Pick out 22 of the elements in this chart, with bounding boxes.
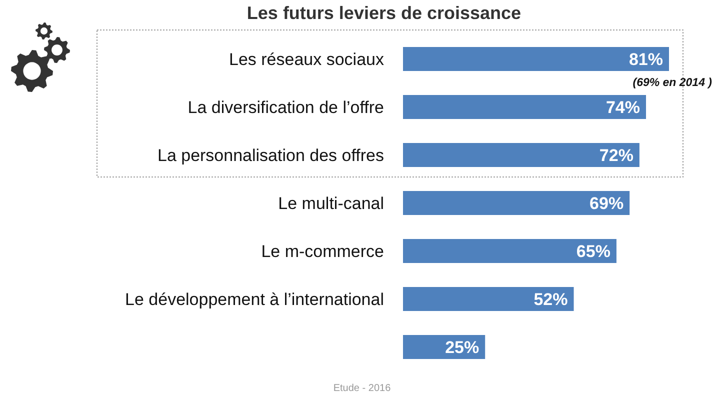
annotation: (69% en 2014 ) <box>632 77 712 89</box>
text: Etude - 2016 <box>333 383 392 394</box>
bar <box>403 47 669 71</box>
data-label: 65% <box>576 242 610 262</box>
data-label: 81% <box>628 50 663 70</box>
y-tick-label: Le développement à l’international <box>125 290 384 309</box>
data-label: 69% <box>590 194 624 214</box>
data-label: 25% <box>445 338 480 358</box>
chart-title: Les futurs leviers de croissance <box>246 3 522 23</box>
bar <box>403 95 646 119</box>
y-tick-label: Le m-commerce <box>261 242 384 261</box>
y-tick-label: Le multi-canal <box>278 194 384 213</box>
bar <box>403 287 574 311</box>
bar <box>403 143 640 167</box>
y-tick-label: Les réseaux sociaux <box>229 50 384 69</box>
data-label: 52% <box>534 290 568 310</box>
bar <box>403 239 616 263</box>
y-tick-label: La diversification de l’offre <box>188 98 384 117</box>
data-label: 72% <box>599 146 634 166</box>
y-tick-label: La personnalisation des offres <box>157 146 384 165</box>
data-label: 74% <box>606 98 640 118</box>
bar <box>403 191 630 215</box>
